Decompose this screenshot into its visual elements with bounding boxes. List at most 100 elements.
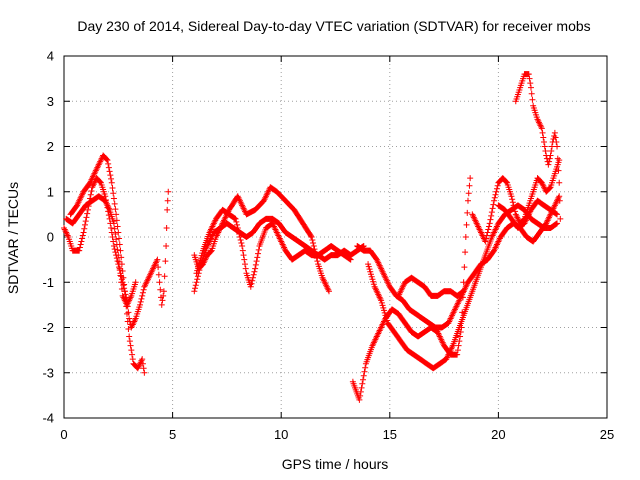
- data-series-sat-c: [63, 193, 139, 308]
- data-point: [207, 248, 214, 255]
- data-point: [554, 143, 561, 150]
- data-series-sat-b: [67, 152, 148, 376]
- data-point: [467, 175, 474, 182]
- data-point: [87, 191, 94, 198]
- y-tick-label: -1: [42, 275, 54, 290]
- data-point: [486, 220, 493, 227]
- data-point: [556, 179, 563, 186]
- data-point: [510, 202, 517, 209]
- data-point: [490, 248, 497, 255]
- data-point: [307, 232, 314, 239]
- data-point: [309, 237, 316, 244]
- data-point: [197, 257, 204, 264]
- data-point: [381, 309, 388, 316]
- y-tick-label: -2: [42, 320, 54, 335]
- y-tick-label: 2: [47, 139, 54, 154]
- data-point: [251, 268, 258, 275]
- data-point: [236, 230, 243, 237]
- data-point: [545, 161, 552, 168]
- data-point: [455, 342, 462, 349]
- data-point: [365, 263, 372, 270]
- data-point: [235, 227, 242, 234]
- data-point: [109, 184, 116, 191]
- data-point: [556, 197, 563, 204]
- data-point: [155, 271, 162, 278]
- data-point: [310, 240, 317, 247]
- data-point: [538, 125, 545, 132]
- data-point: [231, 215, 238, 222]
- data-point: [362, 364, 369, 371]
- data-point: [493, 185, 500, 192]
- data-point: [546, 155, 553, 162]
- data-point: [118, 276, 125, 283]
- data-point: [378, 299, 385, 306]
- data-point: [460, 288, 467, 295]
- data-point: [482, 238, 489, 245]
- data-point: [127, 342, 134, 349]
- data-point: [370, 281, 377, 288]
- data-point: [158, 301, 165, 308]
- data-point: [250, 271, 257, 278]
- data-point: [240, 252, 247, 259]
- data-point: [120, 282, 127, 289]
- data-point: [382, 312, 389, 319]
- data-point: [369, 276, 376, 283]
- data-point: [551, 129, 558, 136]
- data-series-sat-m: [512, 71, 564, 222]
- data-point: [237, 237, 244, 244]
- data-point: [512, 208, 519, 215]
- data-point: [552, 210, 559, 217]
- data-point: [110, 195, 117, 202]
- data-points: [61, 71, 564, 403]
- data-point: [126, 315, 133, 322]
- data-point: [554, 220, 561, 227]
- data-point: [165, 188, 172, 195]
- data-point: [247, 283, 254, 290]
- data-point: [194, 273, 201, 280]
- data-point: [367, 268, 374, 275]
- data-point: [78, 238, 85, 245]
- data-point: [248, 280, 255, 287]
- data-point: [111, 200, 118, 207]
- data-point: [103, 156, 110, 163]
- x-tick-label: 25: [600, 427, 614, 442]
- data-point: [551, 132, 558, 139]
- data-point: [160, 292, 167, 299]
- y-tick-label: 0: [47, 230, 54, 245]
- data-point: [84, 206, 91, 213]
- data-point: [73, 203, 80, 210]
- data-point: [483, 235, 490, 242]
- data-point: [492, 191, 499, 198]
- data-series-sat-g: [349, 175, 474, 403]
- y-axis-label: SDTVAR / TECUs: [5, 182, 21, 294]
- data-point: [157, 286, 164, 293]
- data-point: [80, 229, 87, 236]
- data-point: [83, 214, 90, 221]
- data-point: [139, 360, 146, 367]
- data-point: [111, 246, 118, 253]
- data-point: [141, 369, 148, 376]
- data-point: [140, 286, 147, 293]
- data-point: [104, 157, 111, 164]
- data-series-sat-d: [191, 184, 332, 295]
- data-point: [117, 272, 124, 279]
- data-point: [112, 206, 119, 213]
- data-point: [193, 270, 200, 277]
- data-point: [105, 164, 112, 171]
- data-point: [527, 84, 534, 91]
- data-point: [454, 347, 461, 354]
- data-point: [493, 188, 500, 195]
- data-point: [88, 187, 95, 194]
- data-point: [249, 274, 256, 281]
- data-point: [113, 217, 120, 224]
- data-point: [553, 220, 560, 227]
- data-point: [162, 258, 169, 265]
- data-point: [483, 232, 490, 239]
- data-point: [164, 206, 171, 213]
- data-point: [129, 351, 136, 358]
- data-point: [194, 265, 201, 272]
- data-point: [487, 216, 494, 223]
- data-point: [233, 218, 240, 225]
- data-point: [160, 288, 167, 295]
- data-point: [325, 288, 332, 295]
